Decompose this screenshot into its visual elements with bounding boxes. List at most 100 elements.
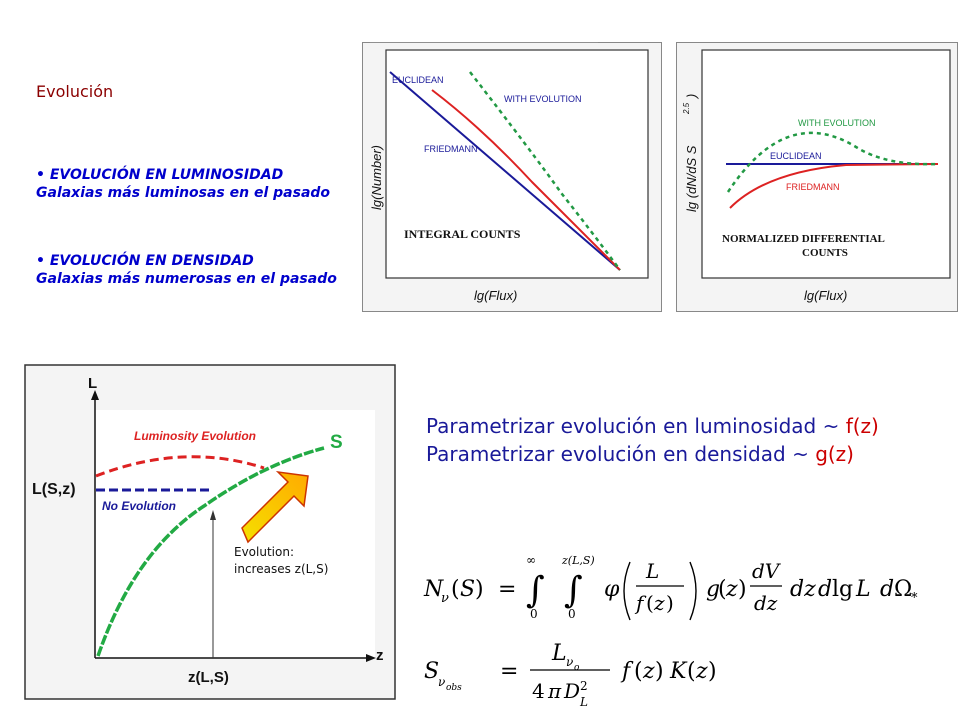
svg-text:lg: lg [832, 577, 853, 602]
svg-text:g: g [706, 577, 720, 602]
luminosity-evolution-curve [95, 455, 265, 478]
bullet-luminosity: EVOLUCIÓN EN LUMINOSIDAD Galaxias más lu… [36, 166, 330, 202]
plot-title-line2: COUNTS [802, 247, 848, 259]
svg-text:∞: ∞ [526, 553, 536, 567]
diagram-area [95, 410, 375, 658]
svg-text:d: d [818, 577, 832, 602]
svg-text:S: S [460, 577, 475, 602]
x-axis-label: z [376, 647, 384, 664]
svg-text:K: K [669, 659, 688, 684]
svg-text:π: π [547, 679, 562, 703]
svg-text:(: ( [687, 659, 696, 684]
param-function: g(z) [815, 442, 854, 466]
no-evolution-label: No Evolution [102, 499, 176, 513]
svg-text:D: D [563, 679, 580, 703]
svg-text:(: ( [451, 577, 460, 602]
plot-title: INTEGRAL COUNTS [404, 227, 521, 241]
svg-text:L: L [855, 577, 871, 602]
evolution-label: WITH EVOLUTION [504, 94, 582, 104]
s-curve [96, 446, 325, 657]
svg-text:d: d [880, 577, 894, 602]
friedmann-curve [729, 163, 939, 209]
svg-text:=: = [498, 577, 516, 602]
evolution-curve [469, 71, 622, 271]
svg-text:L: L [645, 559, 659, 583]
section-title: Evolución [36, 82, 114, 101]
y-axis-close: ) [684, 94, 699, 100]
evolution-note-line1: Evolution: [234, 545, 294, 559]
x-axis-label: lg(Flux) [804, 288, 847, 303]
svg-text:o: o [574, 663, 580, 673]
svg-text:N: N [423, 577, 444, 602]
bullet-subtext: Galaxias más luminosas en el pasado [36, 185, 331, 201]
svg-text:S: S [424, 659, 439, 684]
y-axis-label: lg (dN/dS S [684, 145, 699, 212]
flux-equation: S ν obs = L ν o 4 π D 2 L f ( z ) K ( z … [424, 641, 717, 709]
svg-text:∫: ∫ [564, 570, 583, 611]
svg-text:z: z [695, 659, 708, 684]
svg-text:=: = [500, 659, 518, 684]
svg-text:L: L [579, 695, 588, 709]
y-axis-label: lg(Number) [369, 145, 384, 210]
svg-text:obs: obs [446, 683, 462, 693]
svg-text:Ω: Ω [894, 577, 912, 602]
plot-title-line1: NORMALIZED DIFFERENTIAL [722, 233, 885, 245]
param-function: f(z) [845, 414, 879, 438]
param-line-density: Parametrizar evolución en densidad ~ g(z… [426, 442, 854, 466]
friedmann-label: FRIEDMANN [786, 182, 840, 192]
bullet-density: EVOLUCIÓN EN DENSIDAD Galaxias más numer… [36, 252, 337, 288]
svg-text:0: 0 [530, 607, 538, 621]
evolution-arrow-icon [241, 470, 309, 544]
param-text: Parametrizar evolución en luminosidad ~ [426, 414, 846, 438]
luminosity-evolution-label: Luminosity Evolution [134, 429, 256, 443]
svg-text:z: z [642, 659, 655, 684]
svg-text:(: ( [634, 659, 643, 684]
euclidean-curve [389, 71, 621, 271]
evolution-curve [726, 131, 939, 193]
svg-text:2: 2 [580, 679, 588, 693]
z-point-label: z(L,S) [188, 669, 229, 686]
param-text: Parametrizar evolución en densidad ~ [426, 442, 816, 466]
y-axis-label: L [88, 375, 97, 392]
differential-counts-plot: WITH EVOLUTION EUCLIDEAN FRIEDMANN NORMA… [676, 42, 958, 312]
evolution-label: WITH EVOLUTION [798, 118, 876, 128]
svg-text:): ) [708, 659, 717, 684]
svg-text:): ) [738, 577, 747, 602]
svg-text:z: z [653, 591, 665, 615]
s-curve-label: S [330, 432, 343, 453]
svg-text:dz: dz [790, 577, 816, 602]
svg-text:∫: ∫ [526, 570, 545, 611]
euclidean-label: EUCLIDEAN [392, 75, 444, 85]
svg-text:(: ( [646, 591, 654, 615]
l-z-diagram: L z S Luminosity Evolution No Evolution … [24, 364, 396, 700]
number-counts-equation: N ν ( S ) = ∫ ∞ 0 ∫ z(L,S) 0 φ L f ( z )… [423, 553, 918, 621]
integral-counts-plot: EUCLIDEAN WITH EVOLUTION FRIEDMANN INTEG… [362, 42, 662, 312]
svg-text:*: * [911, 591, 918, 606]
svg-text:): ) [666, 591, 674, 615]
svg-text:L: L [551, 641, 567, 666]
param-line-luminosity: Parametrizar evolución en luminosidad ~ … [426, 414, 879, 438]
x-axis-arrow [366, 654, 376, 662]
bullet-heading: EVOLUCIÓN EN DENSIDAD [36, 252, 337, 270]
svg-text:z: z [725, 577, 738, 602]
svg-text:ν: ν [441, 591, 449, 606]
y-axis-label-group: lg (dN/dS S 2.5 ) [682, 94, 699, 212]
svg-text:φ: φ [604, 577, 620, 602]
svg-text:(: ( [718, 577, 727, 602]
plot-area [385, 49, 649, 279]
svg-text:): ) [655, 659, 664, 684]
euclidean-label: EUCLIDEAN [770, 151, 822, 161]
y-axis-exponent: 2.5 [682, 102, 691, 115]
bullet-heading: EVOLUCIÓN EN LUMINOSIDAD [36, 166, 330, 184]
svg-text:dz: dz [754, 591, 778, 615]
svg-text:f: f [620, 659, 634, 684]
bullet-subtext: Galaxias más numerosas en el pasado [36, 271, 337, 287]
svg-text:ν: ν [438, 675, 445, 689]
svg-text:dV: dV [752, 559, 782, 583]
svg-text:ν: ν [566, 655, 573, 669]
x-axis-label: lg(Flux) [474, 288, 517, 303]
svg-text:): ) [475, 577, 484, 602]
l-point-label: L(S,z) [32, 481, 76, 498]
evolution-note-line2: increases z(L,S) [234, 562, 328, 576]
svg-text:z(L,S): z(L,S) [561, 554, 595, 567]
